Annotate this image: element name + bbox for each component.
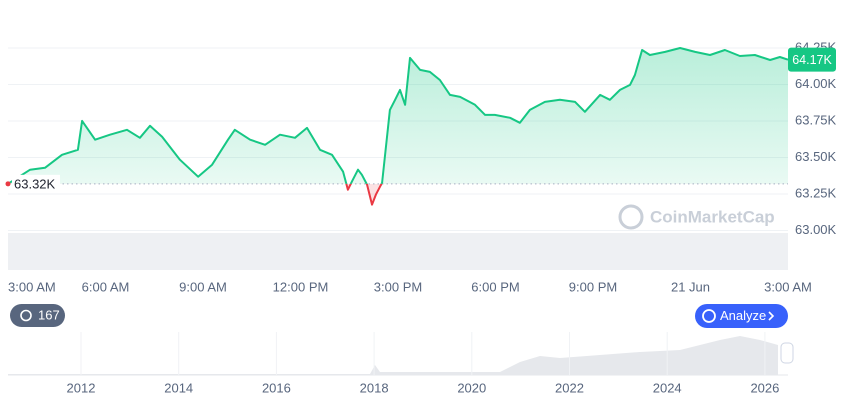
x-tick-label: 21 Jun: [671, 279, 710, 294]
baseline-dot: [5, 181, 11, 187]
navigator-year-label: 2018: [360, 380, 389, 395]
last-price-label: 64.17K: [792, 53, 832, 67]
baseline-label-bg: [12, 174, 60, 193]
volume-area: [8, 233, 788, 270]
x-tick-label: 9:00 AM: [179, 279, 227, 294]
navigator-year-label: 2024: [653, 380, 682, 395]
history-pill[interactable]: 167: [10, 304, 65, 327]
x-tick-label: 12:00 PM: [273, 279, 329, 294]
y-tick-label: 64.00K: [795, 76, 837, 91]
y-tick-label: 63.75K: [795, 112, 837, 127]
watermark-text: CoinMarketCap: [650, 207, 775, 226]
x-tick-label: 3:00 PM: [374, 279, 422, 294]
history-count: 167: [38, 307, 60, 322]
x-tick-label: 3:00 AM: [764, 279, 812, 294]
analyze-button[interactable]: Analyze: [695, 304, 788, 328]
area-fill: [8, 48, 788, 184]
navigator: [8, 336, 794, 376]
price-line: [7, 47, 789, 184]
x-tick-label: 3:00 AM: [8, 279, 56, 294]
navigator-year-label: 2026: [750, 380, 779, 395]
y-tick-label: 63.00K: [795, 222, 837, 237]
analyze-label: Analyze: [720, 308, 766, 323]
y-tick-label: 63.25K: [795, 185, 837, 200]
navigator-year-label: 2014: [164, 380, 193, 395]
navigator-year-label: 2020: [457, 380, 486, 395]
navigator-year-label: 2016: [262, 380, 291, 395]
x-tick-label: 9:00 PM: [569, 279, 617, 294]
area-fill-below: [346, 183, 382, 205]
navigator-year-label: 2012: [67, 380, 96, 395]
baseline-label: 63.32K: [14, 176, 56, 191]
x-tick-label: 6:00 PM: [471, 279, 519, 294]
watermark: CoinMarketCap: [618, 204, 775, 230]
x-tick-label: 6:00 AM: [82, 279, 130, 294]
y-tick-label: 63.50K: [795, 149, 837, 164]
navigator-year-label: 2022: [555, 380, 584, 395]
last-price-tag: [788, 47, 836, 72]
